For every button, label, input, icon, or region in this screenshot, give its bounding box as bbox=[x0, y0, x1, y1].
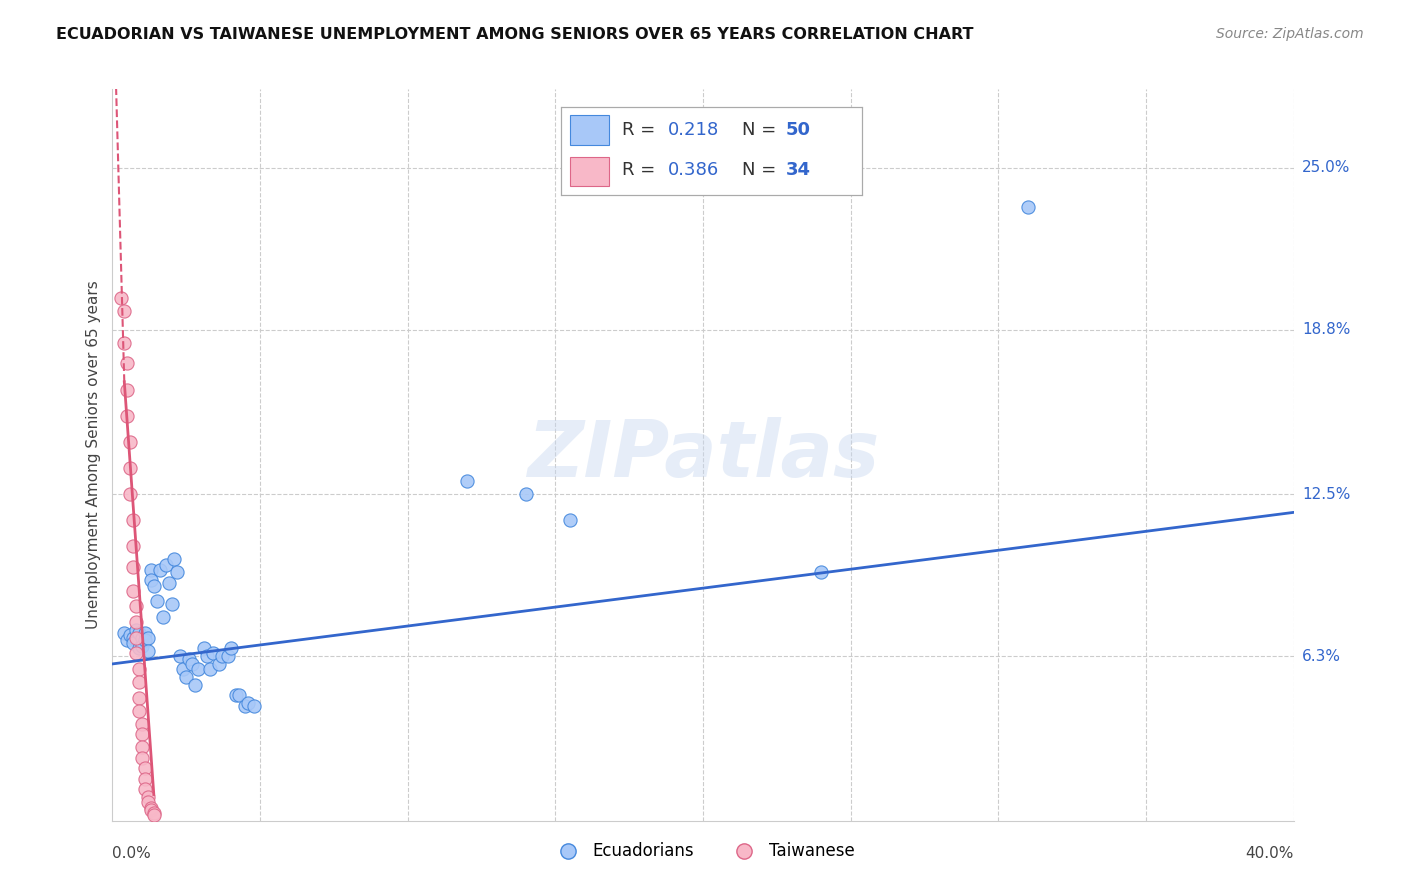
Point bbox=[117, 383, 138, 397]
Point bbox=[125, 631, 148, 645]
Text: 40.0%: 40.0% bbox=[1246, 846, 1294, 861]
Point bbox=[136, 796, 159, 810]
Point bbox=[136, 790, 159, 805]
Point bbox=[122, 583, 145, 598]
Point bbox=[152, 610, 174, 624]
Point bbox=[117, 357, 138, 371]
Point bbox=[160, 597, 183, 611]
Point bbox=[122, 513, 145, 527]
Point bbox=[122, 539, 145, 553]
Point bbox=[243, 698, 266, 713]
Point bbox=[125, 647, 148, 661]
Point bbox=[179, 651, 201, 665]
Y-axis label: Unemployment Among Seniors over 65 years: Unemployment Among Seniors over 65 years bbox=[86, 281, 101, 629]
Point bbox=[131, 751, 153, 765]
Point bbox=[181, 657, 204, 671]
Point bbox=[122, 636, 145, 650]
Point bbox=[134, 761, 156, 775]
Point bbox=[134, 625, 156, 640]
Point bbox=[174, 670, 197, 684]
Point bbox=[211, 649, 233, 664]
Point bbox=[217, 649, 239, 664]
Point bbox=[201, 647, 224, 661]
Point bbox=[128, 704, 150, 718]
Point bbox=[146, 594, 169, 608]
Point bbox=[131, 631, 153, 645]
Point bbox=[117, 633, 138, 648]
Point bbox=[184, 678, 207, 692]
Point bbox=[169, 649, 191, 664]
Point bbox=[122, 560, 145, 574]
Point bbox=[195, 649, 218, 664]
Point bbox=[128, 625, 150, 640]
Point bbox=[131, 639, 153, 653]
Point bbox=[110, 291, 132, 305]
Point bbox=[117, 409, 138, 423]
Text: Source: ZipAtlas.com: Source: ZipAtlas.com bbox=[1216, 27, 1364, 41]
Point bbox=[233, 698, 256, 713]
Point bbox=[456, 474, 478, 488]
Point bbox=[120, 461, 142, 475]
Point bbox=[187, 662, 209, 676]
Point bbox=[120, 487, 142, 501]
Point bbox=[163, 552, 186, 566]
Point bbox=[193, 641, 215, 656]
Point bbox=[515, 487, 537, 501]
Point bbox=[155, 558, 177, 572]
Text: ZIPatlas: ZIPatlas bbox=[527, 417, 879, 493]
Point bbox=[125, 615, 148, 629]
Point bbox=[139, 563, 162, 577]
Point bbox=[112, 335, 135, 350]
Text: 0.0%: 0.0% bbox=[112, 846, 152, 861]
Point bbox=[128, 690, 150, 705]
Point bbox=[142, 578, 165, 592]
Point bbox=[142, 808, 165, 822]
Point bbox=[558, 513, 582, 527]
Point bbox=[134, 782, 156, 797]
Point bbox=[125, 623, 148, 637]
Point bbox=[142, 805, 165, 820]
Point bbox=[225, 688, 247, 702]
Point bbox=[810, 566, 832, 580]
Point bbox=[157, 576, 180, 591]
Text: ECUADORIAN VS TAIWANESE UNEMPLOYMENT AMONG SENIORS OVER 65 YEARS CORRELATION CHA: ECUADORIAN VS TAIWANESE UNEMPLOYMENT AMO… bbox=[56, 27, 974, 42]
Point bbox=[136, 644, 159, 658]
Point bbox=[112, 625, 135, 640]
Text: 6.3%: 6.3% bbox=[1302, 648, 1341, 664]
Point bbox=[172, 662, 194, 676]
Text: 25.0%: 25.0% bbox=[1302, 160, 1350, 175]
Point bbox=[139, 800, 162, 814]
Point bbox=[122, 631, 145, 645]
Point bbox=[1017, 200, 1039, 214]
Point bbox=[208, 657, 231, 671]
Point bbox=[219, 641, 242, 656]
Point bbox=[238, 696, 260, 710]
Point bbox=[131, 727, 153, 741]
Point bbox=[120, 434, 142, 449]
Point bbox=[198, 662, 221, 676]
Point bbox=[134, 633, 156, 648]
Point bbox=[131, 717, 153, 731]
Point bbox=[128, 675, 150, 690]
Point bbox=[139, 803, 162, 817]
Point bbox=[128, 641, 150, 656]
Point bbox=[139, 574, 162, 588]
Point bbox=[112, 304, 135, 318]
Text: 18.8%: 18.8% bbox=[1302, 322, 1350, 337]
Text: 12.5%: 12.5% bbox=[1302, 487, 1350, 501]
Point bbox=[136, 631, 159, 645]
Point bbox=[149, 563, 172, 577]
Legend: Ecuadorians, Taiwanese: Ecuadorians, Taiwanese bbox=[544, 836, 862, 867]
Point bbox=[134, 772, 156, 786]
Point bbox=[166, 566, 188, 580]
Point bbox=[131, 740, 153, 755]
Point bbox=[128, 662, 150, 676]
Point bbox=[125, 599, 148, 614]
Point bbox=[228, 688, 250, 702]
Point bbox=[120, 628, 142, 642]
